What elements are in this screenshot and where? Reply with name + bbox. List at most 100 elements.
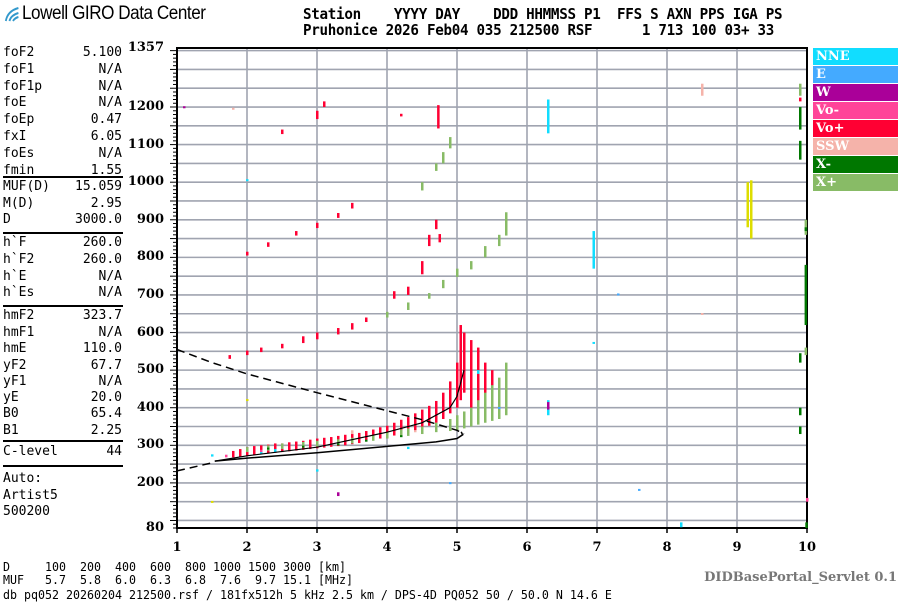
param-value: 110.0 xyxy=(82,341,122,356)
echo-vo-mark xyxy=(379,427,382,439)
echo-vo-mark xyxy=(295,231,298,236)
param-label: foF2 xyxy=(3,45,35,60)
echo-vo-mark xyxy=(351,202,354,209)
echo-x-mark xyxy=(351,437,354,444)
param-label: foEp xyxy=(3,112,35,127)
param-label: yE xyxy=(3,390,19,405)
echo-w-mark xyxy=(547,402,550,410)
param-value: 260.0 xyxy=(82,252,122,267)
echo-x-mark xyxy=(799,353,802,363)
echo-x-mark xyxy=(365,439,368,442)
param-value: 65.4 xyxy=(90,406,122,421)
echo-x-mark xyxy=(386,432,389,439)
echo-x-mark xyxy=(449,418,452,432)
param-value: 67.7 xyxy=(90,358,122,373)
param-label: B1 xyxy=(3,423,19,438)
echo-nne-mark xyxy=(407,446,410,450)
echo-x-mark xyxy=(456,415,459,431)
echo-nne-mark xyxy=(211,454,214,457)
param-label: foEs xyxy=(3,146,35,161)
param-value: 2.25 xyxy=(90,423,122,438)
y-tick-label: 300 xyxy=(136,437,164,453)
topside-profile-dashed xyxy=(176,348,465,435)
param-label: h`E xyxy=(3,269,27,284)
y-tick-label: 400 xyxy=(136,399,164,415)
echo-vo-mark xyxy=(281,129,284,135)
echo-e-mark xyxy=(617,293,620,296)
echo-x-mark xyxy=(470,407,473,427)
echo-vo-mark xyxy=(459,325,462,401)
param-label: h`Es xyxy=(3,285,35,300)
echo-nne-mark xyxy=(477,370,480,374)
echo-vo-mark xyxy=(351,323,354,330)
y-tick-label: 1000 xyxy=(127,174,164,190)
x-tick-label: 2 xyxy=(242,540,252,555)
echo-unlabeledyellow-mark xyxy=(246,399,249,402)
legend-item-w: W xyxy=(813,84,898,101)
param-label: foF1 xyxy=(3,62,35,77)
echo-nne-mark xyxy=(592,231,595,269)
echo-x-mark xyxy=(435,422,438,433)
echo-e-mark xyxy=(449,482,452,485)
echo-vo-mark xyxy=(470,340,473,408)
echo-nne-mark xyxy=(316,469,319,472)
x-tick-label: 8 xyxy=(662,540,672,555)
echo-x-mark xyxy=(804,347,808,356)
param-value: 20.0 xyxy=(90,390,122,405)
echo-vo-mark xyxy=(288,442,291,452)
brand-title: Lowell GIRO Data Center xyxy=(22,3,206,24)
param-label: fmin xyxy=(3,163,35,178)
param-label: foF1p xyxy=(3,79,43,94)
echo-x-mark xyxy=(386,311,389,318)
echo-x-mark xyxy=(281,443,284,450)
autoscale-line: 500200 xyxy=(3,504,50,519)
echo-x-mark xyxy=(805,522,808,528)
echo-x-mark xyxy=(799,407,802,416)
echo-vo-mark xyxy=(323,437,326,448)
param-label: yF2 xyxy=(3,358,27,373)
muf-row: MUF 5.7 5.8 6.0 6.3 6.8 7.6 9.7 15.1 [MH… xyxy=(3,572,353,587)
echo-vo-mark xyxy=(232,450,235,458)
echo-x-mark xyxy=(505,362,508,416)
echo-vo-mark xyxy=(260,347,263,353)
param-value: N/A xyxy=(98,374,122,389)
echo-ssw-mark xyxy=(351,430,354,435)
param-label: yF1 xyxy=(3,374,27,389)
x-tick-label: 5 xyxy=(452,540,462,555)
echo-vo-mark xyxy=(407,417,410,433)
x-tick-label: 3 xyxy=(312,540,322,555)
echo-x-mark xyxy=(498,234,501,247)
echo-vo-mark xyxy=(386,425,389,438)
distance-row: D 100 200 400 600 800 1000 1500 3000 [km… xyxy=(3,559,346,574)
echo-x-mark xyxy=(302,445,305,448)
param-value: 6.05 xyxy=(90,129,122,144)
y-tick-label: 1200 xyxy=(127,99,164,114)
param-value: N/A xyxy=(98,79,122,94)
param-value: 323.7 xyxy=(82,308,122,323)
x-tick-label: 7 xyxy=(592,540,602,555)
divider xyxy=(3,440,123,442)
echo-unlabeledyellow-mark xyxy=(746,182,749,228)
echo-vo-mark xyxy=(477,347,480,416)
bottomside-profile-dashed xyxy=(176,461,215,472)
echo-vo-mark xyxy=(806,497,809,502)
param-value: 1.55 xyxy=(90,163,122,178)
echo-vo-mark xyxy=(393,422,396,436)
header-values: Pruhonice 2026 Feb04 035 212500 RSF 1 71… xyxy=(303,22,775,39)
echo-x-mark xyxy=(484,392,487,423)
param-value: 2.95 xyxy=(90,196,122,211)
y-tick-label: 80 xyxy=(145,520,164,535)
echo-vo-mark xyxy=(337,328,340,335)
brand-logo: Lowell GIRO Data Center xyxy=(4,3,206,25)
echo-x-mark xyxy=(470,261,473,270)
echo-vo-mark xyxy=(323,101,326,108)
param-value: 3000.0 xyxy=(75,212,122,227)
param-value: N/A xyxy=(98,325,122,340)
param-value: N/A xyxy=(98,285,122,300)
legend-item-voplus: Vo+ xyxy=(813,120,898,137)
echo-vo-mark xyxy=(344,434,347,446)
param-label: B0 xyxy=(3,406,19,421)
echo-x-mark xyxy=(456,268,459,277)
echo-vo-mark xyxy=(330,437,333,447)
echo-x-mark xyxy=(449,137,452,149)
